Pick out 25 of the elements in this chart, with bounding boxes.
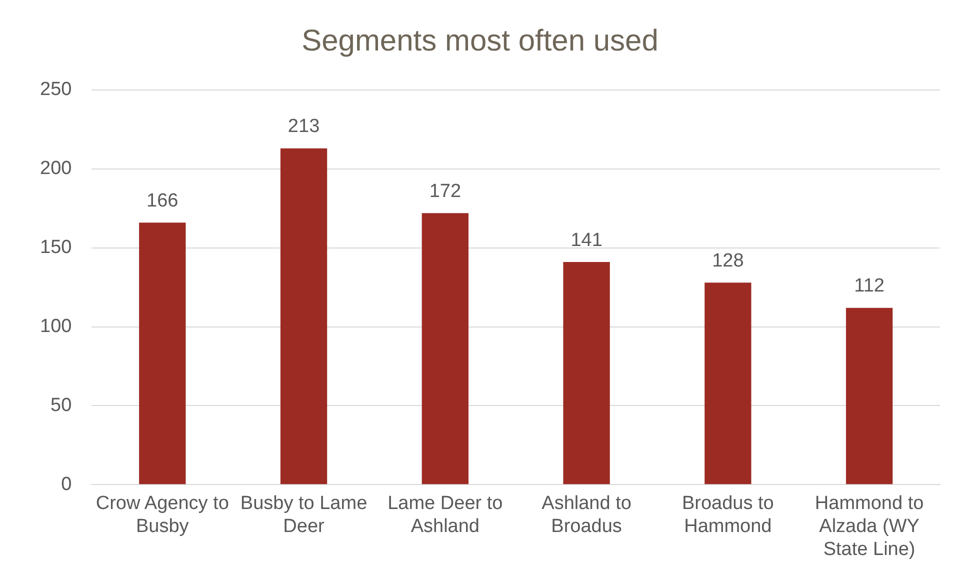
data-label: 166	[146, 190, 178, 212]
x-tick-label: Hammond to Alzada (WY State Line)	[814, 493, 924, 560]
x-tick-label: Ashland to Broadus	[542, 493, 632, 538]
bar	[846, 308, 893, 484]
y-tick-label: 50	[50, 394, 72, 416]
data-label: 112	[854, 276, 884, 297]
chart-title: Segments most often used	[302, 24, 658, 58]
data-label: 141	[570, 230, 602, 251]
y-tick-label: 200	[40, 158, 72, 180]
y-tick-label: 250	[40, 79, 72, 100]
x-tick-label: Broadus to Hammond	[682, 493, 774, 538]
bar	[139, 222, 186, 484]
data-label: 172	[429, 180, 462, 202]
x-tick-label: Crow Agency to Busby	[96, 493, 229, 538]
y-tick-label: 150	[40, 237, 72, 258]
x-tick-label: Lame Deer to Ashland	[388, 493, 503, 538]
data-label: 128	[712, 250, 744, 272]
bar	[422, 213, 468, 484]
y-tick-label: 0	[61, 474, 72, 495]
data-label: 213	[288, 116, 320, 138]
bar	[280, 148, 328, 484]
bar	[563, 262, 610, 484]
y-tick-label: 100	[40, 316, 72, 337]
bar	[704, 282, 752, 484]
x-tick-label: Busby to Lame Deer	[240, 493, 368, 538]
